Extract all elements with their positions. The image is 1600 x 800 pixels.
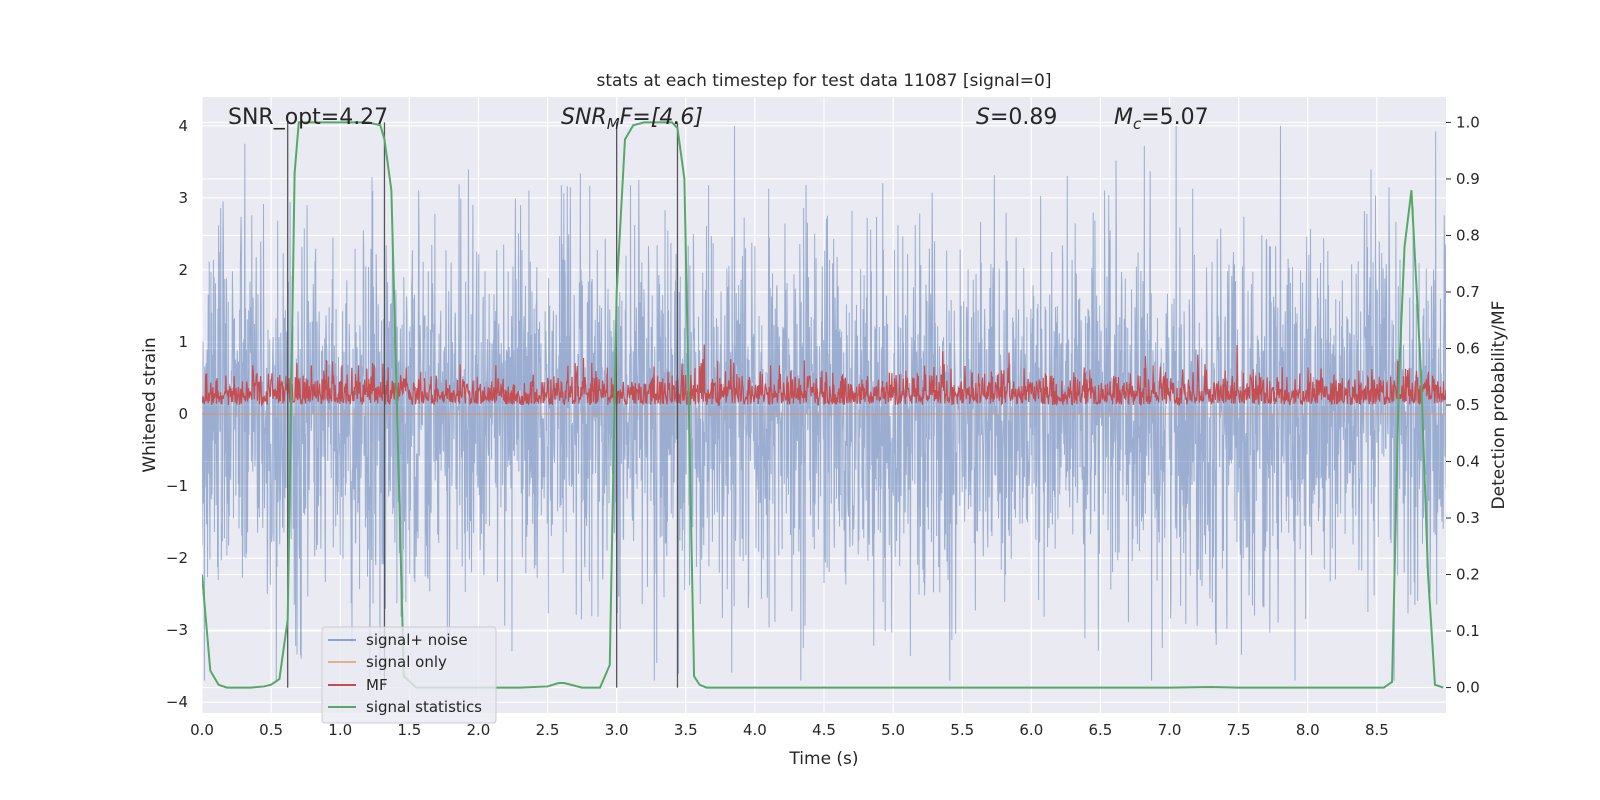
- x-tick-label: 1.5: [397, 721, 421, 739]
- legend: signal+ noise signal only MF signal stat…: [321, 626, 497, 724]
- y-axis-ticks: 4 3 2 1 0 −1 −2 −3 −4: [166, 117, 188, 711]
- annotation-snr-mf-sub: M: [607, 115, 620, 133]
- x-tick-label: 7.5: [1227, 721, 1251, 739]
- x-tick-label: 6.5: [1089, 721, 1113, 739]
- y-right-tick-label: 0.6: [1456, 339, 1480, 357]
- y-tick-label: 4: [178, 117, 188, 135]
- y-right-tick-label: 0.2: [1456, 566, 1480, 584]
- annotation-s-rest: =0.89: [990, 105, 1057, 130]
- y-tick-label: −4: [166, 693, 188, 711]
- y-tick-label: 2: [178, 261, 188, 279]
- y-tick-label: 0: [178, 405, 188, 423]
- plot-contents: [202, 121, 1446, 689]
- x-tick-label: 7.0: [1158, 721, 1182, 739]
- x-tick-label: 4.0: [743, 721, 767, 739]
- annotation-mc: Mc=5.07: [1114, 105, 1209, 133]
- x-tick-label: 8.5: [1365, 721, 1389, 739]
- y-right-tick-label: 0.5: [1456, 396, 1480, 414]
- x-axis-label: Time (s): [788, 749, 858, 769]
- x-tick-label: 8.0: [1296, 721, 1320, 739]
- series-mf: [202, 344, 1446, 407]
- x-tick-label: 5.0: [881, 721, 905, 739]
- x-axis-ticks: 0.0 0.5 1.0 1.5 2.0 2.5 3.0 3.5 4.0 4.5 5.0 5.5 6.0 6…: [190, 721, 1389, 739]
- y-tick-label: −1: [166, 477, 188, 495]
- x-tick-label: 6.0: [1019, 721, 1043, 739]
- x-tick-label: 2.0: [467, 721, 491, 739]
- legend-frame: [321, 626, 497, 724]
- annotation-mc-sub: c: [1133, 115, 1142, 133]
- y-tick-label: −3: [166, 621, 188, 639]
- x-tick-label: 5.5: [950, 721, 974, 739]
- y-tick-label: 3: [178, 189, 188, 207]
- y-tick-label: −2: [166, 549, 188, 567]
- legend-label-signal-statistics: signal statistics: [366, 698, 482, 716]
- y-right-tick-label: 0.0: [1456, 679, 1480, 697]
- x-tick-label: 3.0: [605, 721, 629, 739]
- y-axis-right-label: Detection probability/MF: [1489, 301, 1509, 510]
- x-tick-label: 0.0: [190, 721, 214, 739]
- series-signal-statistics: [202, 121, 1444, 689]
- annotation-snr-mf-main: SNR: [561, 105, 607, 130]
- x-tick-label: 3.5: [674, 721, 698, 739]
- legend-label-signal-noise: signal+ noise: [366, 631, 468, 649]
- y-right-tick-label: 1.0: [1456, 113, 1480, 131]
- annotation-mc-main: M: [1114, 105, 1133, 130]
- y-right-tick-label: 0.8: [1456, 226, 1480, 244]
- x-tick-label: 1.0: [328, 721, 352, 739]
- series-signal-noise: [202, 125, 1446, 681]
- x-tick-label: 0.5: [259, 721, 283, 739]
- y-axis-label: Whitened strain: [140, 337, 160, 472]
- y-right-tick-label: 0.4: [1456, 453, 1480, 471]
- x-tick-label: 4.5: [812, 721, 836, 739]
- y-tick-label: 1: [178, 333, 188, 351]
- annotation-mc-rest: =5.07: [1141, 105, 1208, 130]
- y-right-tick-label: 0.7: [1456, 283, 1480, 301]
- legend-label-mf: MF: [366, 676, 388, 694]
- y-right-tick-label: 0.3: [1456, 509, 1480, 527]
- legend-label-signal-only: signal only: [366, 653, 447, 671]
- annotation-snr-mf: SNRMF=[4.6]: [561, 105, 703, 133]
- annotation-snr-mf-rest: F=[4.6]: [620, 105, 703, 130]
- y-right-tick-label: 0.9: [1456, 170, 1480, 188]
- x-tick-label: 2.5: [536, 721, 560, 739]
- chart-title: stats at each timestep for test data 110…: [597, 71, 1052, 91]
- y-axis-right-ticks: 1.0 0.9 0.8 0.7 0.6 0.5 0.4 0.3 0.2 0.1 0.0: [1446, 113, 1480, 697]
- y-right-tick-label: 0.1: [1456, 622, 1480, 640]
- annotation-s: S=0.89: [976, 105, 1057, 130]
- annotation-snr-opt: SNR_opt=4.27: [228, 105, 388, 130]
- annotation-s-main: S: [976, 105, 990, 130]
